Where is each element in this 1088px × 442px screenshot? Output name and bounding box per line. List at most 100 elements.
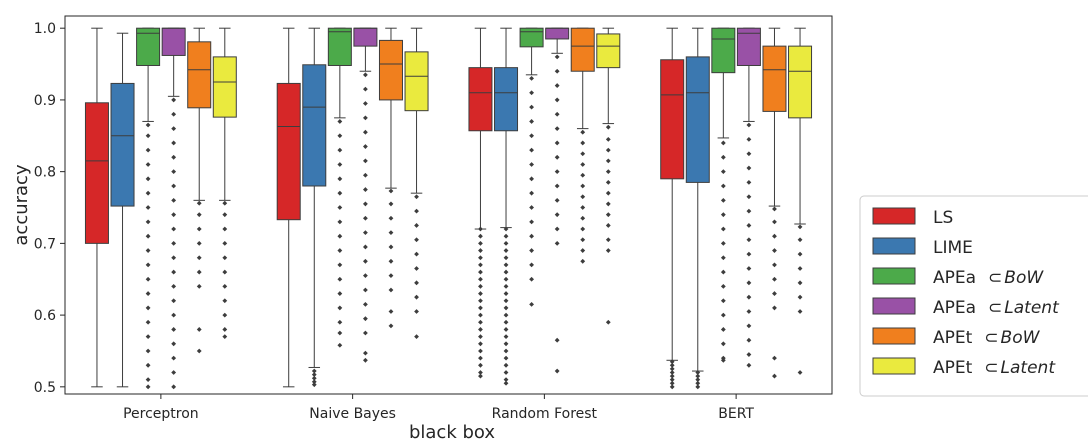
outlier-point <box>529 133 534 139</box>
legend-swatch <box>872 207 916 225</box>
outlier-point <box>720 298 726 304</box>
outlier-point <box>695 373 701 379</box>
outlier-point <box>580 226 586 232</box>
outlier-point <box>772 276 777 282</box>
iqr-box <box>212 56 237 118</box>
outlier-point <box>503 276 509 282</box>
legend-swatch <box>872 357 916 375</box>
outlier-point <box>145 377 151 383</box>
outlier-point <box>478 362 483 368</box>
outlier-point <box>171 341 177 347</box>
outlier-point <box>145 334 151 340</box>
outlier-point <box>171 269 177 275</box>
outlier-point <box>720 357 726 363</box>
outlier-point <box>503 226 509 232</box>
outlier-point <box>554 169 560 175</box>
outlier-point <box>503 327 509 332</box>
outlier-point <box>337 233 343 239</box>
iqr-box <box>685 56 710 183</box>
outlier-point <box>388 258 394 264</box>
outlier-point <box>145 176 151 182</box>
outlier-point <box>222 226 228 232</box>
outlier-point <box>478 334 483 340</box>
iqr-box <box>161 27 186 56</box>
outlier-point <box>554 154 560 160</box>
box-4-2 <box>570 27 595 264</box>
outlier-point <box>171 97 177 103</box>
outlier-point <box>503 377 509 383</box>
outlier-point <box>145 384 151 390</box>
outlier-point <box>363 187 368 192</box>
outlier-point <box>605 201 611 207</box>
outlier-point <box>797 280 803 286</box>
outlier-point <box>171 240 177 246</box>
outlier-point <box>196 284 202 289</box>
iqr-box <box>110 82 135 207</box>
box-2-0 <box>136 27 161 390</box>
iqr-box <box>327 27 352 66</box>
outlier-point <box>363 316 368 322</box>
outlier-point <box>580 205 586 210</box>
outlier-point <box>171 284 177 289</box>
box-1-3 <box>685 27 710 390</box>
legend-label-base: LIME <box>933 238 973 258</box>
box-1-1 <box>302 27 327 388</box>
outlier-point <box>145 362 151 368</box>
outlier-point <box>171 126 177 132</box>
y-tick-label: 1.0 <box>34 21 56 37</box>
outlier-point <box>145 233 151 239</box>
iqr-box <box>404 51 429 112</box>
outlier-point <box>605 147 611 153</box>
outlier-point <box>478 355 483 361</box>
outlier-point <box>145 276 151 282</box>
outlier-point <box>222 334 228 340</box>
iqr-box <box>84 102 109 244</box>
legend-label: LIME <box>933 238 973 258</box>
box-0-0 <box>84 27 109 388</box>
outlier-point <box>720 312 726 318</box>
outlier-point <box>669 373 675 379</box>
outlier-point <box>580 151 586 157</box>
box-5-1 <box>404 27 429 340</box>
legend-label: APEa ⊂ BoW <box>933 268 1044 288</box>
outlier-point <box>337 248 343 253</box>
outlier-point <box>222 240 228 246</box>
outlier-point <box>503 334 509 340</box>
outlier-point <box>554 240 560 246</box>
outlier-point <box>478 305 483 311</box>
outlier-point <box>554 68 560 74</box>
box-1-0 <box>110 32 135 388</box>
iqr-box <box>788 45 813 119</box>
outlier-point <box>478 269 483 275</box>
outlier-point <box>478 291 483 296</box>
outlier-point <box>605 248 611 253</box>
outlier-point <box>746 208 752 214</box>
outlier-point <box>311 372 317 378</box>
outlier-point <box>337 176 343 182</box>
outlier-point <box>503 269 509 275</box>
outlier-point <box>720 183 726 189</box>
outlier-point <box>554 83 560 88</box>
outlier-point <box>222 284 228 289</box>
boxes-layer <box>84 27 813 390</box>
outlier-point <box>529 176 534 182</box>
outlier-point <box>222 327 228 332</box>
outlier-point <box>196 226 202 232</box>
outlier-point <box>529 90 534 96</box>
outlier-point <box>720 140 726 146</box>
x-tick-label: Naive Bayes <box>309 406 396 422</box>
legend-subset-symbol: ⊂ <box>988 268 1002 288</box>
outlier-point <box>669 380 675 386</box>
outlier-point <box>529 219 534 225</box>
outlier-point <box>669 377 675 383</box>
outlier-point <box>337 147 343 153</box>
outlier-point <box>529 233 534 239</box>
outlier-point <box>746 309 752 314</box>
outlier-point <box>363 86 368 92</box>
outlier-point <box>414 334 419 340</box>
x-tick-label: BERT <box>718 406 754 422</box>
outlier-point <box>222 200 228 206</box>
outlier-point <box>554 54 560 60</box>
outlier-point <box>503 255 509 261</box>
outlier-point <box>746 352 752 357</box>
